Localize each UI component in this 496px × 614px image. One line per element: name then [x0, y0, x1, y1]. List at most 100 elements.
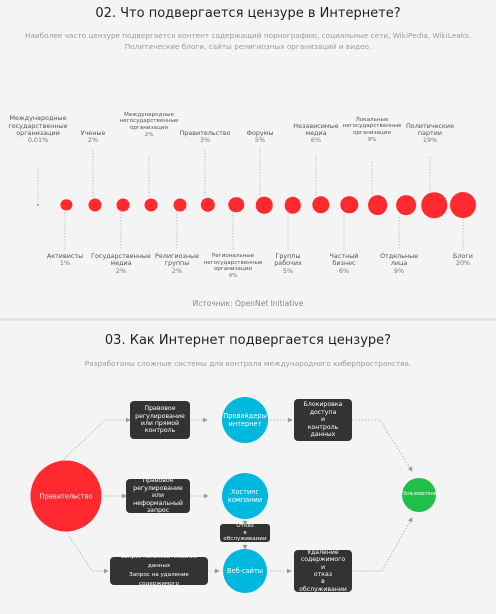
- legal-line3: или прямой: [140, 420, 180, 427]
- informal-line3: или неформальный: [133, 492, 183, 507]
- dot-12: [367, 195, 388, 215]
- dot-2: [88, 198, 102, 212]
- top-label-1-percent: 2%: [87, 136, 99, 145]
- top-label-2-percent: 2%: [144, 131, 154, 138]
- removal-line4: отказ: [313, 571, 333, 578]
- dot-leader-lines: [37, 148, 464, 250]
- dot-3: [116, 198, 130, 212]
- hosting-line1: Хостинг: [230, 488, 260, 496]
- top-label-6-line: негосударственные: [342, 123, 402, 130]
- bottom-label-3: Региональные негосударственные организации…: [204, 253, 263, 279]
- bottom-label-1-percent: 2%: [115, 266, 127, 275]
- bottom-label-5-percent: 6%: [338, 266, 350, 275]
- source-note: Источник: OpenNet Initiative: [192, 299, 304, 308]
- bottom-label-5-line: Частный: [329, 252, 359, 260]
- dot-7: [228, 197, 244, 213]
- informal-line4: запрос: [146, 507, 170, 515]
- top-label-0-line: государственные: [8, 121, 68, 130]
- informal-line1: Правовое: [142, 477, 174, 485]
- top-label-1-line: Ученые: [80, 129, 106, 137]
- top-label-5-line: медиа: [305, 129, 327, 137]
- legal-control-box: Правовое регулирование или прямой контроль: [130, 401, 190, 439]
- bottom-label-4: Группы рабочих 5%: [274, 252, 302, 275]
- bottom-label-6: Отдельные лица 9%: [379, 252, 419, 275]
- flow-connectors: [61, 417, 413, 574]
- top-label-3: Правительство 3%: [179, 129, 230, 145]
- top-label-4: Форумы 5%: [246, 129, 274, 145]
- top-label-0-line: организации: [16, 129, 60, 137]
- access-block-box: Блокировка доступа и контроль данных: [294, 399, 352, 441]
- dot-13: [396, 195, 416, 215]
- bottom-label-5-line: бизнес: [332, 259, 356, 268]
- bottom-label-4-percent: 5%: [282, 266, 294, 275]
- websites-node: Веб-сайты: [223, 549, 267, 593]
- service-refusal-box: Отказ в обслуживании: [220, 523, 270, 543]
- refusal-line2: в обслуживании: [223, 529, 267, 543]
- bottom-label-6-line: лица: [390, 259, 408, 268]
- bottom-label-3-line: организации: [213, 266, 253, 273]
- censorship-methods-section: 03. Как Интернет подвергается цензуре? Р…: [0, 321, 496, 614]
- bottom-label-6-percent: 9%: [393, 266, 405, 275]
- refusal-line1: Отказ: [236, 523, 254, 530]
- top-label-6: Локальные негосударственные организации 9%: [343, 117, 402, 143]
- block-line3: и: [320, 416, 325, 424]
- top-label-7-percent: 19%: [422, 136, 438, 145]
- dot-14: [421, 192, 447, 218]
- users-label: Пользователи: [401, 492, 437, 497]
- block-line2: доступа: [309, 408, 337, 416]
- providers-line1: Провайдеры: [223, 412, 267, 420]
- hosting-companies-node: Хостинг компании: [222, 473, 268, 519]
- top-label-2-line: организации: [129, 124, 169, 131]
- bottom-label-2-percent: 2%: [171, 266, 183, 275]
- bottom-label-4-line: рабочих: [274, 259, 302, 268]
- bottom-label-0: Активисты 1%: [46, 252, 84, 268]
- removal-line3: и: [320, 563, 326, 571]
- block-line1: Блокировка: [303, 401, 343, 409]
- top-label-5: Независимые медиа 6%: [293, 122, 338, 145]
- content-removal-box: Удаление содержимого и отказ в обслуживании: [294, 548, 352, 593]
- top-label-7-line: Политические: [406, 121, 454, 130]
- top-label-6-percent: 9%: [367, 136, 377, 143]
- bottom-label-2-line: Религиозные: [155, 252, 199, 260]
- top-label-2-line: Международные: [124, 111, 174, 118]
- hosting-line2: компании: [227, 496, 263, 504]
- top-label-4-line: Форумы: [246, 129, 274, 137]
- providers-line2: интернет: [228, 420, 262, 428]
- top-label-6-line: организации: [352, 129, 392, 136]
- bottom-label-1: Государственные медиа 2%: [91, 252, 151, 275]
- section-subtitle-line1: Наиболее часто цензуре подвергается конт…: [24, 31, 472, 40]
- top-label-5-percent: 6%: [310, 136, 322, 145]
- internet-providers-node: Провайдеры интернет: [222, 397, 268, 443]
- section-subtitle-line2: Политические блоги, сайты религиозных ор…: [124, 42, 372, 51]
- bottom-label-7: Блоги 20%: [453, 252, 473, 268]
- dot-11: [340, 196, 358, 214]
- legal-line4: контроль: [144, 427, 176, 435]
- dot-8: [256, 196, 273, 214]
- bottom-label-0-percent: 1%: [59, 259, 71, 268]
- block-line4: контроль: [307, 423, 339, 431]
- removal-line1: Удаление: [307, 548, 339, 556]
- dot-15: [449, 192, 476, 218]
- removal-line5: в обслуживании: [299, 578, 347, 593]
- dot-0: [37, 204, 39, 206]
- government-node: Правительство: [30, 460, 102, 532]
- users-node: Пользователи: [401, 478, 437, 512]
- websites-label: Веб-сайты: [226, 567, 264, 575]
- dot-4: [144, 198, 158, 212]
- top-label-7: Политические партии 19%: [406, 121, 454, 145]
- section-subtitle-2: Разработаны сложные системы для контроля…: [84, 359, 412, 368]
- bottom-label-3-line: Региональные: [211, 253, 255, 259]
- section-divider: [0, 318, 496, 321]
- bottom-label-6-line: Отдельные: [379, 252, 419, 260]
- legal-line1: Правовое: [144, 405, 176, 413]
- dot-1: [60, 199, 72, 211]
- data-requests-box: Запрос пользовательских данных Запрос на …: [110, 554, 208, 587]
- bottom-label-7-percent: 20%: [455, 259, 471, 268]
- top-label-0: Международные государственные организации 0…: [8, 114, 68, 145]
- bottom-label-0-line: Активисты: [46, 252, 84, 260]
- requests-line2: Запрос на удаление содержимого: [129, 572, 189, 587]
- dot-5: [173, 198, 186, 212]
- top-label-0-line: Международные: [9, 114, 67, 123]
- bottom-label-4-line: Группы: [275, 252, 301, 260]
- bottom-label-2: Религиозные группы 2%: [155, 252, 199, 275]
